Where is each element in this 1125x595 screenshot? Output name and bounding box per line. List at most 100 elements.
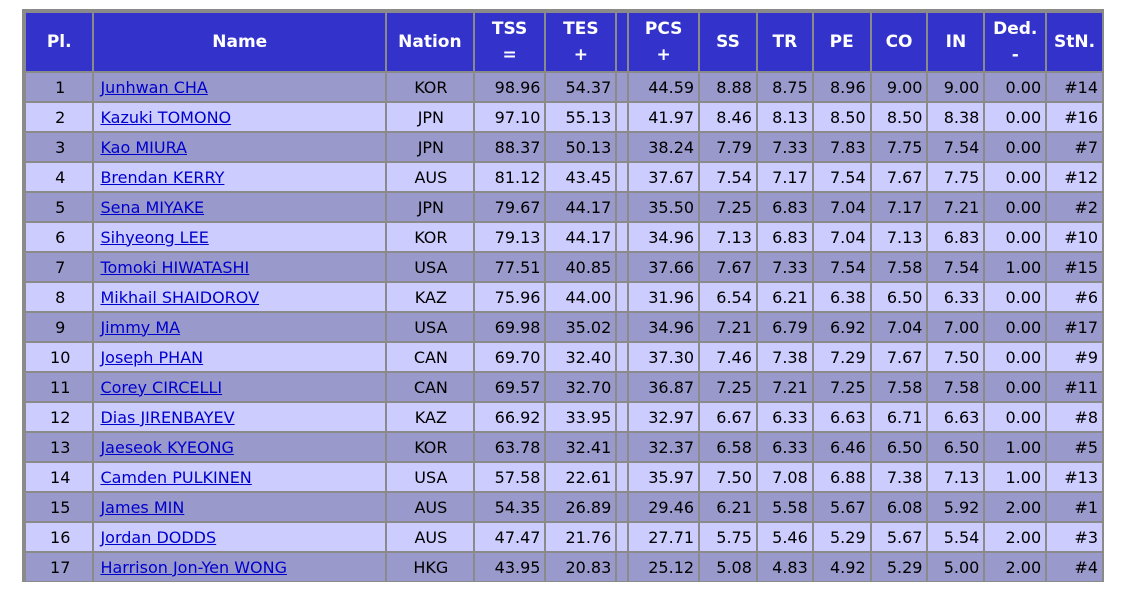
skater-name-link[interactable]: Joseph PHAN bbox=[100, 347, 204, 367]
deductions-cell: 0.00 bbox=[985, 283, 1046, 311]
spacer-cell bbox=[617, 73, 628, 101]
spacer-cell bbox=[617, 133, 628, 161]
skater-name-link[interactable]: James MIN bbox=[100, 497, 185, 517]
header-ss[interactable]: SS bbox=[700, 13, 756, 71]
start-number-cell: #10 bbox=[1047, 223, 1102, 251]
spacer-cell bbox=[617, 463, 628, 491]
in-cell: 7.54 bbox=[928, 253, 984, 281]
skater-name-cell: Tomoki HIWATASHI bbox=[94, 253, 386, 281]
pcs-cell: 34.96 bbox=[629, 223, 699, 251]
start-number-cell: #13 bbox=[1047, 463, 1102, 491]
skater-name-cell: Junhwan CHA bbox=[94, 73, 386, 101]
place-cell: 8 bbox=[26, 283, 93, 311]
place-cell: 7 bbox=[26, 253, 93, 281]
results-table: Pl. Name Nation TSS = TES + PCS + SS TR PE … bbox=[24, 11, 1104, 583]
nation-cell: USA bbox=[387, 313, 473, 341]
deductions-cell: 0.00 bbox=[985, 223, 1046, 251]
skater-name-link[interactable]: Sihyeong LEE bbox=[100, 227, 209, 247]
nation-cell: CAN bbox=[387, 343, 473, 371]
pcs-cell: 44.59 bbox=[629, 73, 699, 101]
pe-cell: 6.63 bbox=[813, 403, 870, 431]
header-tes[interactable]: TES + bbox=[546, 13, 616, 71]
nation-cell: JPN bbox=[387, 103, 473, 131]
nation-cell: KOR bbox=[387, 433, 473, 461]
nation-cell: AUS bbox=[387, 163, 473, 191]
spacer-cell bbox=[617, 403, 628, 431]
skater-name-link[interactable]: Jimmy MA bbox=[100, 317, 181, 337]
skater-name-link[interactable]: Camden PULKINEN bbox=[100, 467, 252, 487]
header-co[interactable]: CO bbox=[871, 13, 927, 71]
nation-cell: USA bbox=[387, 463, 473, 491]
header-deductions[interactable]: Ded. - bbox=[985, 13, 1046, 71]
skater-name-link[interactable]: Kazuki TOMONO bbox=[100, 107, 232, 127]
table-row: 2 Kazuki TOMONO JPN 97.10 55.13 41.97 8.… bbox=[26, 103, 1102, 131]
header-place[interactable]: Pl. bbox=[26, 13, 93, 71]
skater-name-link[interactable]: Sena MIYAKE bbox=[100, 197, 205, 217]
skater-name-link[interactable]: Mikhail SHAIDOROV bbox=[100, 287, 260, 307]
skater-name-cell: Brendan KERRY bbox=[94, 163, 386, 191]
skater-name-cell: Kazuki TOMONO bbox=[94, 103, 386, 131]
ss-cell: 7.54 bbox=[700, 163, 756, 191]
ss-cell: 5.75 bbox=[700, 523, 756, 551]
skater-name-link[interactable]: Corey CIRCELLI bbox=[100, 377, 223, 397]
tr-cell: 6.33 bbox=[757, 433, 812, 461]
skater-name-cell: Joseph PHAN bbox=[94, 343, 386, 371]
spacer-cell bbox=[617, 493, 628, 521]
place-cell: 1 bbox=[26, 73, 93, 101]
pe-cell: 7.04 bbox=[813, 193, 870, 221]
table-row: 9 Jimmy MA USA 69.98 35.02 34.96 7.21 6.… bbox=[26, 313, 1102, 341]
pe-cell: 5.29 bbox=[813, 523, 870, 551]
skater-name-link[interactable]: Jaeseok KYEONG bbox=[100, 437, 234, 457]
deductions-cell: 1.00 bbox=[985, 433, 1046, 461]
tes-cell: 35.02 bbox=[546, 313, 616, 341]
pcs-cell: 31.96 bbox=[629, 283, 699, 311]
spacer-cell bbox=[617, 553, 628, 581]
tss-cell: 88.37 bbox=[474, 133, 545, 161]
header-in[interactable]: IN bbox=[928, 13, 984, 71]
tss-cell: 63.78 bbox=[474, 433, 545, 461]
header-nation[interactable]: Nation bbox=[387, 13, 473, 71]
header-name[interactable]: Name bbox=[94, 13, 386, 71]
place-cell: 11 bbox=[26, 373, 93, 401]
header-pcs[interactable]: PCS + bbox=[629, 13, 699, 71]
table-row: 4 Brendan KERRY AUS 81.12 43.45 37.67 7.… bbox=[26, 163, 1102, 191]
ss-cell: 7.50 bbox=[700, 463, 756, 491]
tr-cell: 8.75 bbox=[757, 73, 812, 101]
ss-cell: 7.67 bbox=[700, 253, 756, 281]
pe-cell: 4.92 bbox=[813, 553, 870, 581]
tss-cell: 77.51 bbox=[474, 253, 545, 281]
tr-cell: 6.83 bbox=[757, 223, 812, 251]
skater-name-link[interactable]: Kao MIURA bbox=[100, 137, 187, 157]
skater-name-link[interactable]: Junhwan CHA bbox=[100, 77, 208, 97]
start-number-cell: #17 bbox=[1047, 313, 1102, 341]
skater-name-link[interactable]: Harrison Jon-Yen WONG bbox=[100, 557, 287, 577]
skater-name-link[interactable]: Tomoki HIWATASHI bbox=[100, 257, 250, 277]
in-cell: 5.92 bbox=[928, 493, 984, 521]
nation-cell: KOR bbox=[387, 73, 473, 101]
pe-cell: 6.46 bbox=[813, 433, 870, 461]
tr-cell: 7.33 bbox=[757, 133, 812, 161]
header-tss[interactable]: TSS = bbox=[474, 13, 545, 71]
nation-cell: AUS bbox=[387, 493, 473, 521]
header-pe[interactable]: PE bbox=[813, 13, 870, 71]
pe-cell: 7.83 bbox=[813, 133, 870, 161]
start-number-cell: #11 bbox=[1047, 373, 1102, 401]
tes-cell: 33.95 bbox=[546, 403, 616, 431]
tes-cell: 43.45 bbox=[546, 163, 616, 191]
pe-cell: 6.88 bbox=[813, 463, 870, 491]
skater-name-link[interactable]: Dias JIRENBAYEV bbox=[100, 407, 235, 427]
place-cell: 12 bbox=[26, 403, 93, 431]
tr-cell: 7.17 bbox=[757, 163, 812, 191]
skater-name-link[interactable]: Jordan DODDS bbox=[100, 527, 217, 547]
header-row: Pl. Name Nation TSS = TES + PCS + SS TR PE … bbox=[26, 13, 1102, 71]
nation-cell: JPN bbox=[387, 133, 473, 161]
pcs-cell: 41.97 bbox=[629, 103, 699, 131]
header-tr[interactable]: TR bbox=[757, 13, 812, 71]
header-start-number[interactable]: StN. bbox=[1047, 13, 1102, 71]
table-row: 7 Tomoki HIWATASHI USA 77.51 40.85 37.66… bbox=[26, 253, 1102, 281]
tes-cell: 32.41 bbox=[546, 433, 616, 461]
pcs-cell: 32.97 bbox=[629, 403, 699, 431]
table-row: 6 Sihyeong LEE KOR 79.13 44.17 34.96 7.1… bbox=[26, 223, 1102, 251]
ss-cell: 7.25 bbox=[700, 373, 756, 401]
skater-name-link[interactable]: Brendan KERRY bbox=[100, 167, 225, 187]
